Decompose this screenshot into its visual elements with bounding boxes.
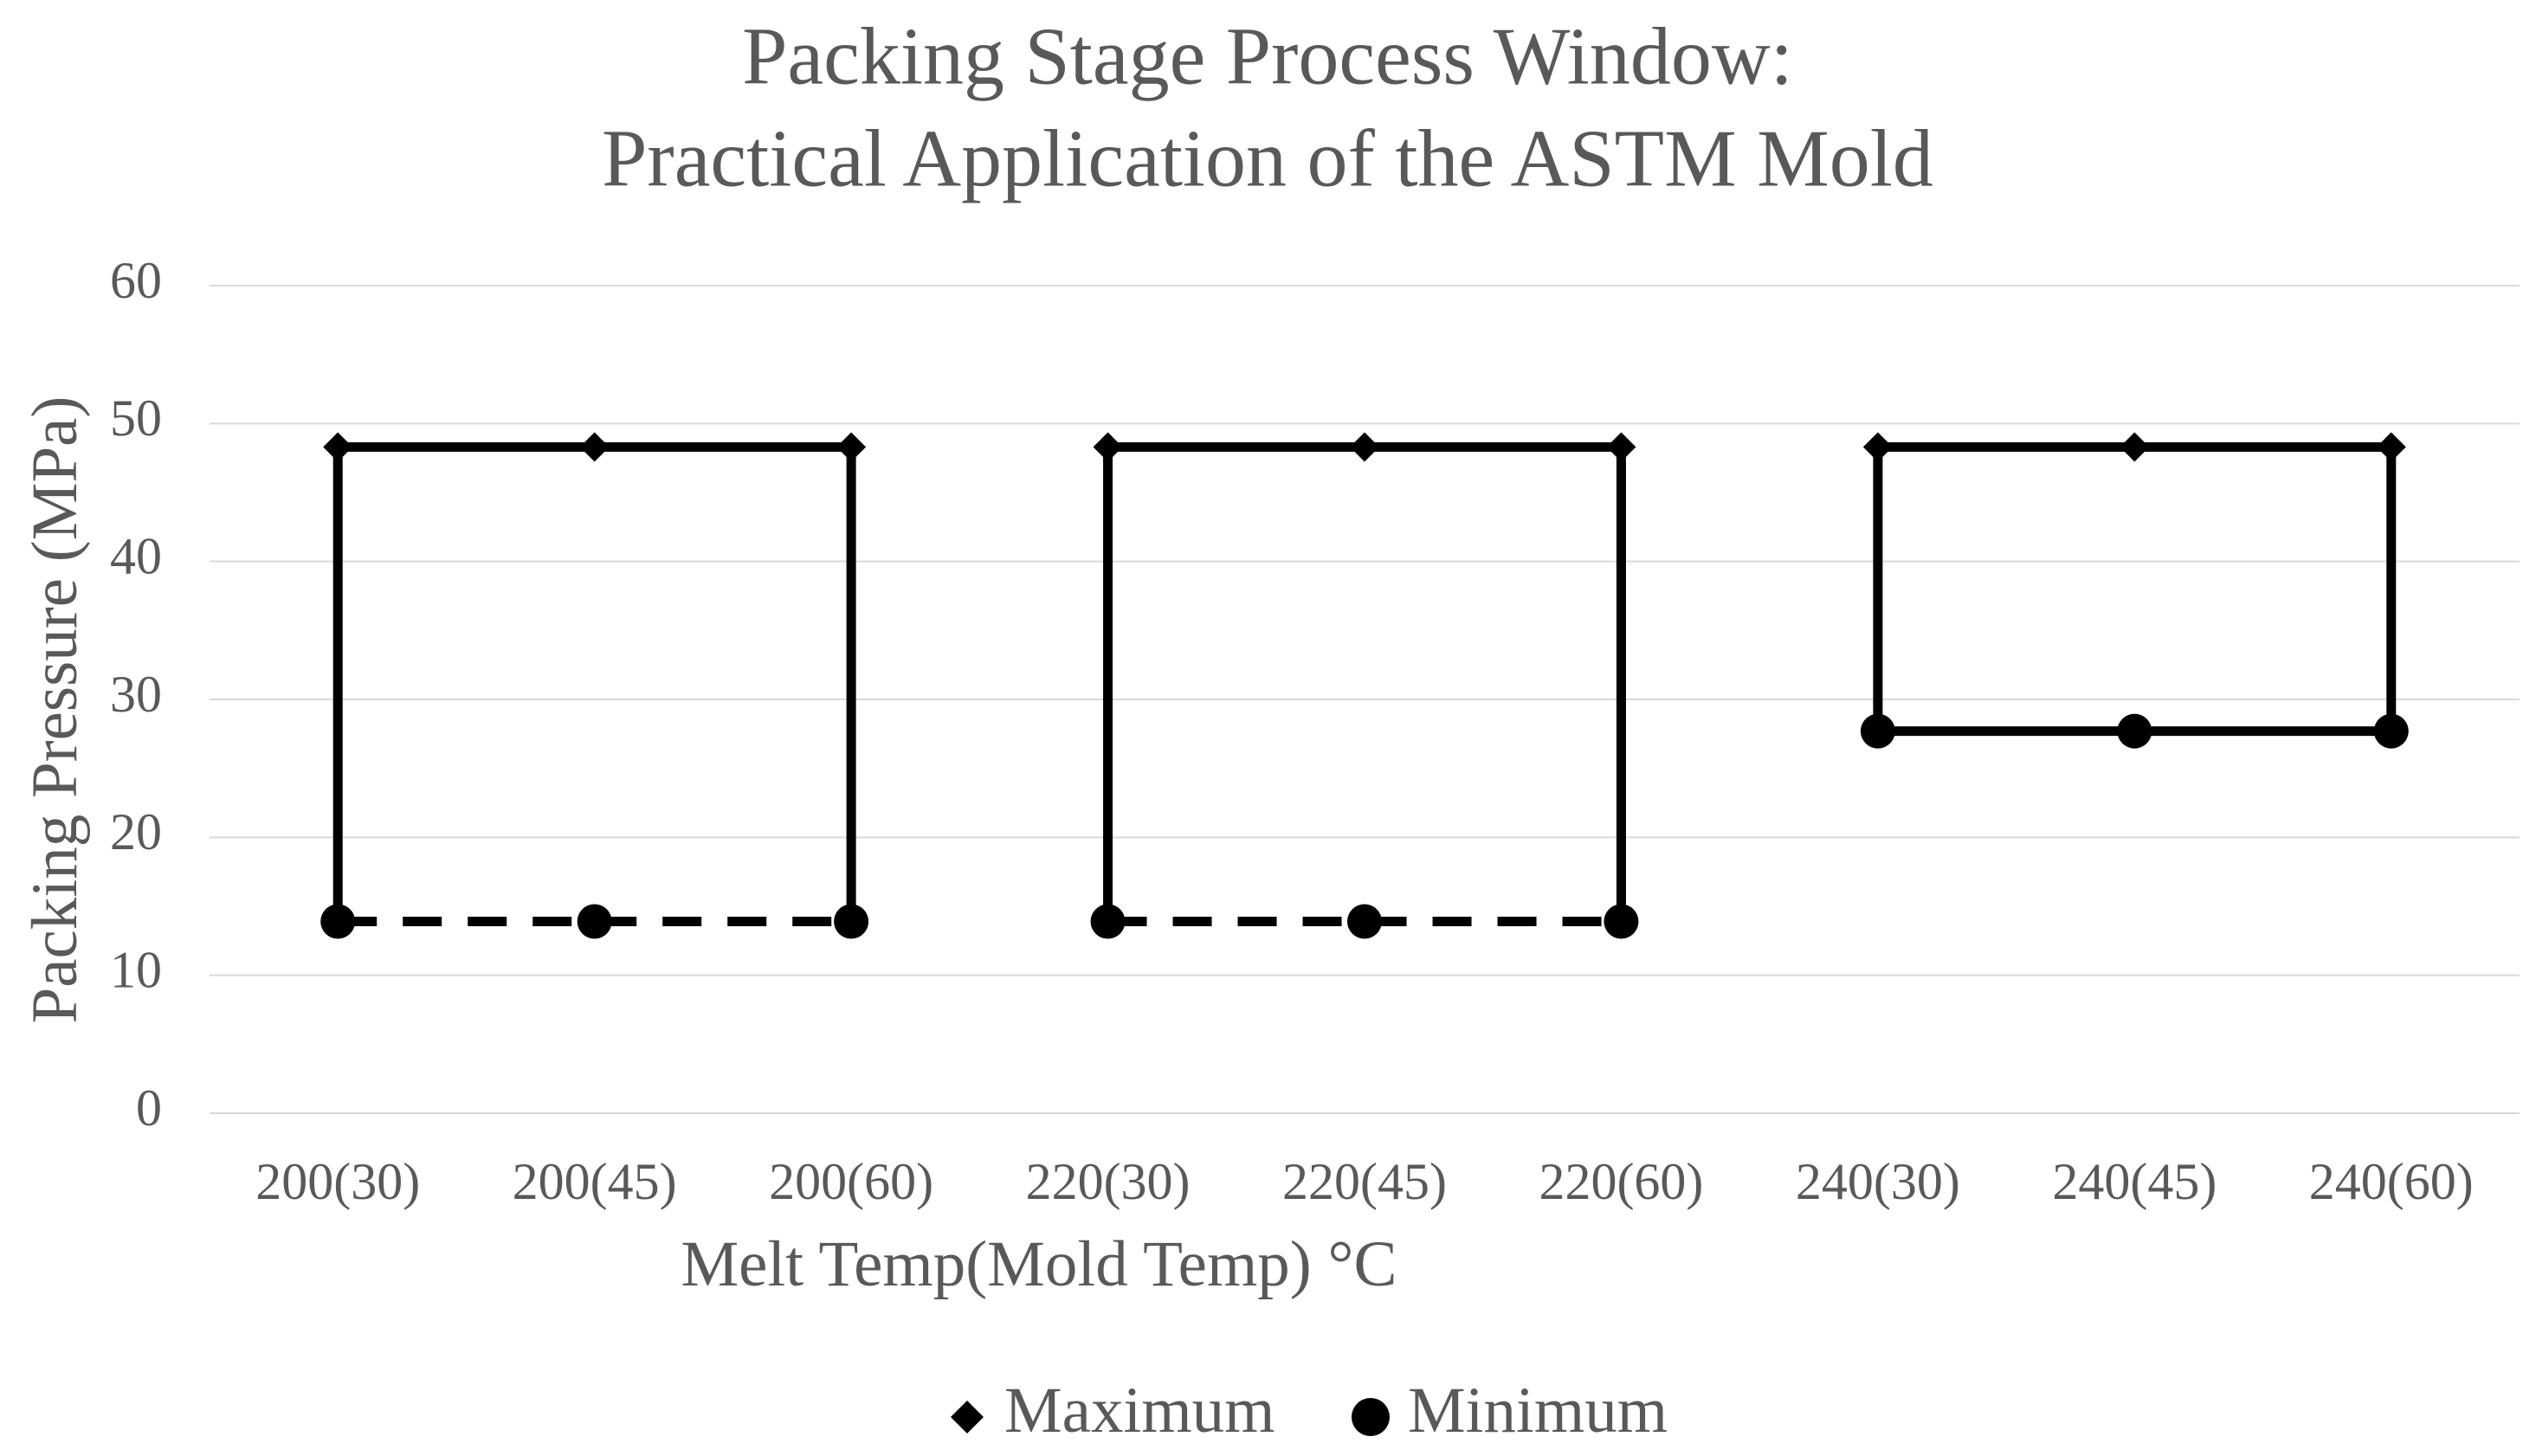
x-tick-label: 220(45) — [1282, 1153, 1447, 1210]
marker — [1350, 432, 1379, 462]
x-tick-label: 200(45) — [513, 1153, 677, 1210]
marker — [1347, 904, 1382, 939]
marker — [836, 432, 867, 462]
marker — [1860, 713, 1895, 749]
x-tick-label: 240(45) — [2052, 1153, 2217, 1210]
legend-label: Minimum — [1408, 1375, 1668, 1446]
y-tick-label: 30 — [110, 666, 162, 723]
x-tick-label: 220(30) — [1026, 1153, 1191, 1210]
marker — [323, 432, 353, 462]
y-tick-label: 10 — [110, 941, 162, 998]
y-tick-label: 60 — [110, 252, 162, 309]
y-tick-label: 40 — [110, 527, 162, 584]
x-tick-label: 240(60) — [2309, 1153, 2474, 1210]
y-tick-label: 0 — [136, 1079, 162, 1137]
marker — [320, 904, 356, 939]
x-tick-label: 200(60) — [769, 1153, 933, 1210]
marker — [1093, 432, 1123, 462]
legend-label: Maximum — [1004, 1375, 1275, 1446]
marker — [1604, 904, 1639, 939]
marker — [2120, 432, 2150, 462]
marker — [577, 904, 612, 939]
marker — [2117, 713, 2152, 749]
marker — [1090, 904, 1126, 939]
marker — [1862, 432, 1893, 462]
x-tick-label: 200(30) — [255, 1153, 420, 1210]
chart-title: Packing Stage Process Window: — [742, 12, 1793, 102]
marker — [834, 904, 869, 939]
marker — [2376, 432, 2406, 462]
x-axis-title: Melt Temp(Mold Temp) °C — [681, 1228, 1397, 1300]
marker — [579, 432, 610, 462]
y-tick-label: 50 — [110, 390, 162, 447]
marker — [1606, 432, 1636, 462]
x-tick-label: 240(30) — [1796, 1153, 1960, 1210]
y-tick-label: 20 — [110, 803, 162, 860]
legend-marker — [1352, 1398, 1390, 1436]
y-axis-title: Packing Pressure (MPa) — [19, 396, 91, 1024]
chart-title: Practical Application of the ASTM Mold — [602, 114, 1933, 204]
legend-marker — [951, 1401, 984, 1433]
x-tick-label: 220(60) — [1539, 1153, 1703, 1210]
marker — [2373, 713, 2409, 749]
